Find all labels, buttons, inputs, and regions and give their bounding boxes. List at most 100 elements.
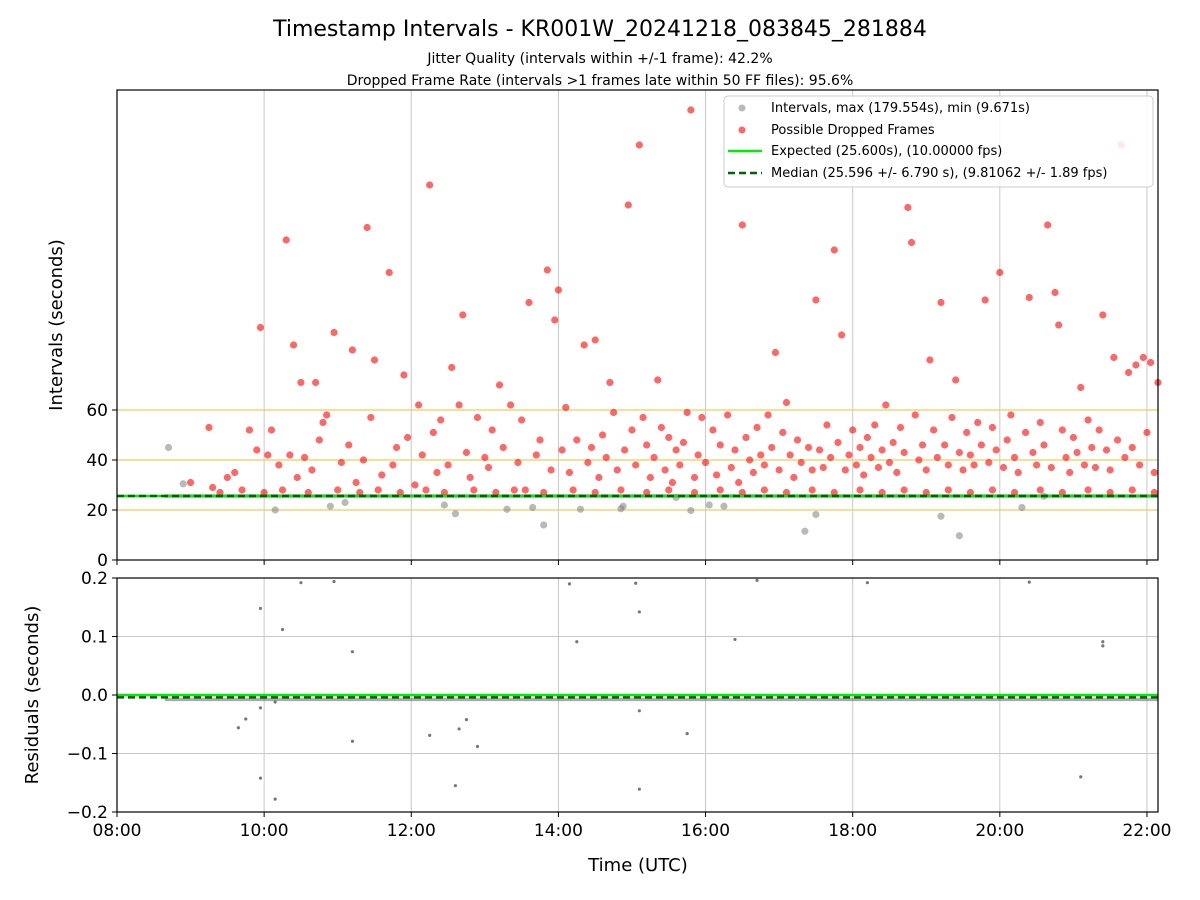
dropped-frame-point [301,453,309,462]
dropped-frame-point [521,486,529,494]
dropped-frame-point [657,423,666,432]
dropped-frame-point [790,473,798,482]
dropped-frame-point [275,461,283,469]
y-tick-label: −0.1 [67,745,108,765]
dropped-frame-point [1003,436,1011,444]
residual-point [755,578,759,582]
dropped-frame-point [231,468,239,477]
dropped-frame-point [569,486,577,494]
dropped-frame-point [473,413,482,422]
dropped-frame-point [297,378,305,387]
dropped-frame-point [1066,468,1074,477]
dropped-frame-point [970,461,978,469]
dropped-frame-point [396,488,404,497]
residual-point [865,581,870,585]
dropped-frame-point [580,341,588,349]
dropped-frame-point [966,488,974,497]
residual-point [575,640,579,644]
dropped-frame-point [988,486,997,494]
x-tick-label: 22:00 [1122,821,1171,841]
interval-point [619,502,627,510]
x-tick-label: 20:00 [975,821,1024,841]
residual-point [567,582,572,586]
dropped-frame-point [554,286,563,294]
dropped-frame-point [1143,428,1151,437]
y-tick-label: 0.1 [81,628,108,648]
dropped-frame-point [727,463,735,472]
dropped-frame-point [893,468,901,477]
dropped-frame-point [264,451,272,459]
dropped-frame-point [209,483,217,492]
dropped-frame-point [462,448,471,457]
dropped-frame-point [1062,453,1070,462]
dropped-frame-point [433,468,441,477]
dropped-frame-point [1084,486,1092,494]
dropped-frame-point [573,436,581,444]
dropped-frame-point [543,266,551,274]
dropped-frame-point [282,236,290,244]
dropped-frame-point [426,181,434,189]
dropped-frame-point [749,468,757,477]
dropped-frame-point [260,488,268,497]
dropped-frame-point [1136,461,1144,469]
dropped-frame-point [672,446,680,454]
dropped-frame-point [205,423,213,432]
dropped-frame-point [484,463,493,472]
dropped-frame-point [1036,418,1044,427]
dropped-frame-point [363,223,371,232]
dropped-frame-point [400,371,408,379]
dropped-frame-point [915,456,923,464]
dropped-frame-point [359,456,368,464]
y-tick-label: 0.2 [81,569,108,589]
dropped-frame-point [304,488,312,497]
dropped-frame-point [889,438,897,447]
dropped-frame-point [834,438,842,447]
dropped-frame-point [731,446,739,454]
legend-median-label: Median (25.596 +/- 6.790 s), (9.81062 +/… [771,166,1107,181]
residual-point [244,717,248,721]
dropped-frame-point [621,446,629,454]
dropped-frame-point [738,488,746,497]
dropped-frame-point [1132,361,1140,369]
dropped-frame-point [418,451,426,459]
dropped-frame-point [470,486,478,494]
dropped-frame-point [1047,463,1055,472]
residual-point [1101,644,1105,648]
dropped-frame-point [1044,221,1052,229]
dropped-frame-point [974,418,982,427]
dropped-frame-point [598,431,607,439]
y-tick-label: 40 [86,451,108,471]
dropped-frame-point [900,486,908,494]
dropped-frame-point [878,446,886,454]
dropped-frame-point [1150,488,1158,497]
dropped-frame-point [900,448,908,457]
dropped-frame-point [679,438,688,447]
residual-point [453,784,458,788]
dropped-frame-point [977,441,986,449]
dropped-frame-point [628,426,636,434]
dropped-frame-point [863,433,872,442]
dropped-frame-point [370,356,379,364]
dropped-frame-point [760,486,769,494]
dropped-frame-point [411,481,419,489]
dropped-frame-point [966,451,974,459]
dropped-frame-point [690,488,699,497]
y-tick-label: 60 [86,401,108,421]
dropped-frame-point [1040,441,1048,449]
dropped-frame-point [782,398,791,407]
dropped-frame-point [952,376,960,384]
interval-point [271,506,279,514]
interval-point [341,498,349,507]
dropped-frame-point [845,451,853,459]
dropped-frame-point [948,413,956,422]
residual-point [428,733,432,737]
dropped-frame-point [448,363,456,372]
dropped-frame-point [639,413,647,422]
dropped-frame-point [808,466,816,474]
legend-intervals-label: Intervals, max (179.554s), min (9.671s) [771,101,1030,116]
dropped-frame-point [1010,488,1019,497]
dropped-frame-point [488,426,496,434]
dropped-frame-point [804,443,813,452]
interval-point [179,480,187,488]
dropped-frame-point [1128,486,1136,494]
